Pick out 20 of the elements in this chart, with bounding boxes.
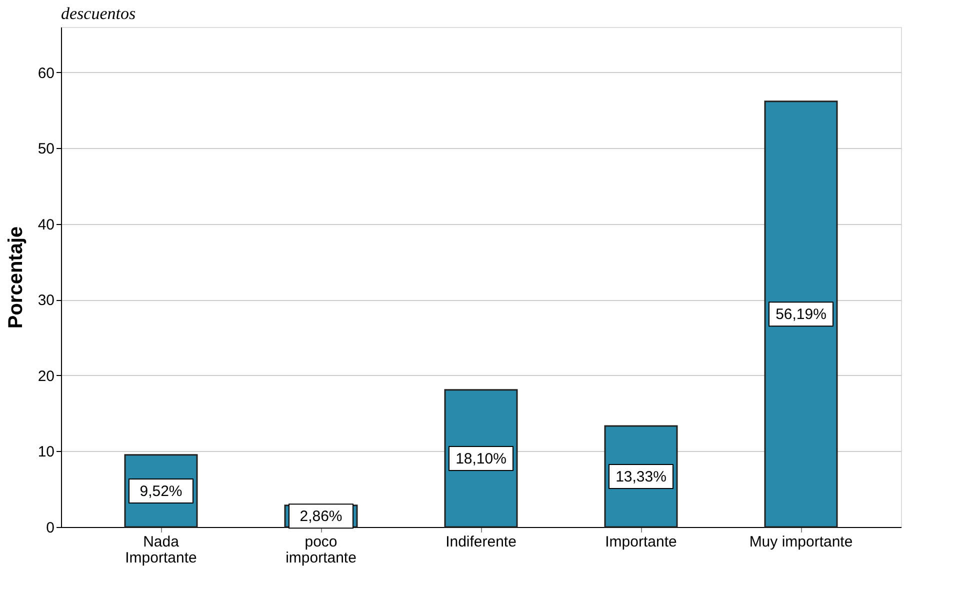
y-tick-label: 20: [38, 368, 54, 385]
chart-title: descuentos: [61, 4, 136, 23]
y-tick-label: 40: [38, 216, 54, 234]
y-tick-label: 50: [38, 140, 54, 158]
bar: [764, 100, 838, 528]
x-tick-label: Nada Importante: [125, 534, 197, 566]
y-tick-label: 60: [38, 64, 54, 82]
y-tick-label: 0: [46, 520, 54, 536]
x-tick-label: poco importante: [286, 534, 356, 566]
y-axis-title: Porcentaje: [4, 226, 27, 329]
y-tick-label: 10: [38, 444, 54, 461]
x-tick-label: Muy importante: [749, 534, 853, 550]
data-label: 13,33%: [616, 468, 666, 486]
data-label: 9,52%: [140, 482, 182, 500]
data-label: 56,19%: [776, 306, 826, 324]
data-label: 2,86%: [300, 508, 342, 526]
data-label: 18,10%: [456, 450, 506, 468]
x-tick-label: Indiferente: [446, 534, 516, 550]
y-tick-label: 30: [38, 292, 54, 310]
x-tick-label: Importante: [605, 534, 677, 550]
